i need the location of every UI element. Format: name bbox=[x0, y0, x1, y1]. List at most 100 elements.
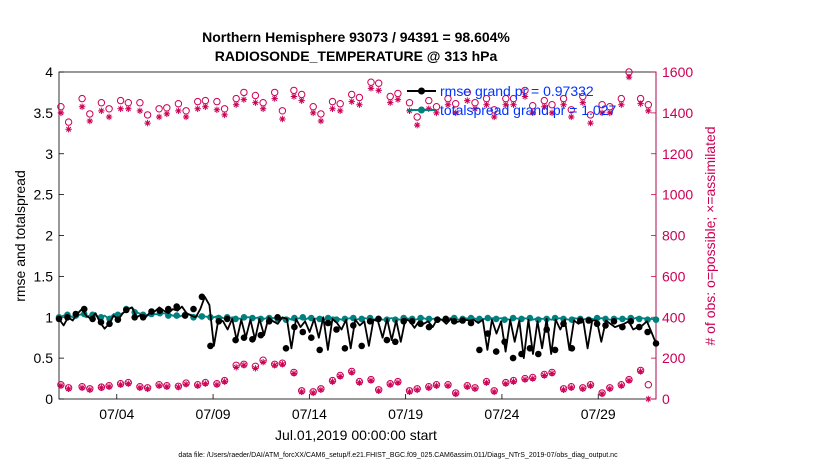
obs-assimilated-marker bbox=[502, 380, 509, 387]
obs-assimilated-marker bbox=[163, 110, 171, 118]
obs-assimilated-marker bbox=[637, 100, 644, 107]
obs-possible-marker bbox=[598, 101, 606, 109]
rmse-marker bbox=[408, 318, 416, 325]
rmse-marker bbox=[501, 338, 508, 346]
obs-possible-marker bbox=[425, 96, 433, 105]
rmse-marker bbox=[114, 316, 122, 324]
x-tick-label: 07/29 bbox=[581, 406, 616, 422]
obs-assimilated-marker bbox=[425, 105, 432, 112]
obs-assimilated-marker bbox=[175, 383, 182, 391]
totalspread-marker bbox=[417, 314, 424, 322]
rmse-marker bbox=[148, 308, 155, 315]
rmse-marker bbox=[593, 320, 601, 328]
rmse-marker bbox=[181, 312, 189, 319]
rmse-marker bbox=[635, 323, 643, 331]
totalspread-marker bbox=[316, 315, 324, 323]
obs-assimilated-marker bbox=[202, 380, 209, 387]
rmse-marker bbox=[350, 322, 357, 329]
rmse-marker bbox=[232, 336, 239, 344]
rmse-marker bbox=[417, 320, 424, 328]
obs-assimilated-marker bbox=[433, 382, 440, 389]
obs-assimilated-marker bbox=[444, 101, 452, 108]
rmse-marker bbox=[610, 318, 618, 325]
obs-assimilated-marker bbox=[155, 113, 163, 121]
obs-assimilated-marker bbox=[464, 97, 471, 104]
obs-possible-marker bbox=[463, 88, 471, 97]
obs-assimilated-marker bbox=[202, 103, 209, 110]
obs-count-series bbox=[57, 68, 652, 403]
obs-assimilated-marker bbox=[279, 361, 286, 368]
obs-assimilated-marker bbox=[625, 73, 633, 81]
obs-assimilated-marker bbox=[155, 382, 163, 389]
obs-assimilated-marker bbox=[98, 384, 105, 391]
obs-assimilated-marker bbox=[491, 388, 498, 396]
obs-assimilated-marker bbox=[387, 381, 394, 388]
rmse-marker bbox=[644, 328, 651, 336]
rmse-marker bbox=[80, 305, 88, 313]
obs-assimilated-marker bbox=[394, 96, 402, 103]
legend-spread-label: totalspread grand pr = 1.027 bbox=[440, 102, 617, 118]
obs-assimilated-marker bbox=[587, 119, 594, 127]
obs-assimilated-marker bbox=[117, 381, 124, 388]
totalspread-marker bbox=[358, 315, 366, 323]
rmse-marker bbox=[652, 340, 660, 347]
rmse-marker bbox=[492, 348, 500, 355]
obs-assimilated-marker bbox=[541, 372, 548, 379]
rmse-marker bbox=[383, 336, 391, 344]
rmse-marker bbox=[316, 346, 324, 354]
rmse-marker bbox=[400, 318, 408, 325]
rmse-marker bbox=[585, 317, 592, 324]
y-tick-label-right: 400 bbox=[662, 309, 686, 325]
obs-assimilated-marker bbox=[175, 107, 182, 115]
obs-possible-marker bbox=[213, 97, 221, 106]
obs-assimilated-marker bbox=[252, 99, 259, 106]
obs-assimilated-marker bbox=[348, 98, 355, 105]
rmse-marker bbox=[434, 316, 441, 324]
obs-assimilated-marker bbox=[618, 101, 625, 108]
obs-assimilated-marker bbox=[317, 117, 325, 125]
rmse-marker bbox=[560, 320, 567, 328]
obs-possible-marker bbox=[97, 99, 106, 107]
obs-possible-marker bbox=[278, 107, 287, 115]
y-tick-label-left: 2.5 bbox=[34, 187, 54, 203]
y-tick-label-left: 3.5 bbox=[34, 105, 54, 121]
y-tick-label-left: 4 bbox=[45, 64, 53, 80]
obs-assimilated-marker bbox=[375, 387, 382, 395]
obs-possible-marker bbox=[567, 106, 575, 114]
totalspread-marker bbox=[484, 314, 492, 322]
rmse-marker bbox=[165, 305, 172, 313]
obs-assimilated-marker bbox=[568, 113, 575, 121]
obs-assimilated-marker bbox=[625, 377, 633, 384]
totalspread-marker bbox=[198, 313, 206, 320]
x-tick-label: 07/09 bbox=[196, 406, 231, 422]
obs-assimilated-marker bbox=[348, 369, 355, 376]
obs-assimilated-marker bbox=[548, 370, 556, 377]
rmse-marker bbox=[198, 293, 206, 301]
obs-possible-marker bbox=[405, 99, 414, 107]
rmse-marker bbox=[526, 345, 534, 352]
obs-possible-marker bbox=[116, 96, 125, 105]
obs-assimilated-marker bbox=[65, 126, 72, 133]
obs-assimilated-marker bbox=[213, 106, 221, 114]
obs-assimilated-marker bbox=[86, 386, 94, 394]
obs-assimilated-marker bbox=[163, 383, 171, 390]
rmse-marker bbox=[442, 315, 450, 323]
legend-rmse-label: rmse grand pr = 0.97332 bbox=[440, 83, 594, 99]
obs-assimilated-marker bbox=[560, 386, 567, 394]
obs-assimilated-marker bbox=[194, 382, 201, 389]
y-tick-label-left: 0 bbox=[45, 391, 53, 407]
obs-assimilated-marker bbox=[521, 93, 529, 100]
obs-assimilated-marker bbox=[65, 385, 72, 392]
obs-assimilated-marker bbox=[637, 368, 644, 375]
obs-assimilated-marker bbox=[406, 388, 413, 396]
y-tick-label-right: 1200 bbox=[662, 146, 693, 162]
totalspread-marker bbox=[173, 312, 180, 319]
rmse-marker bbox=[190, 305, 197, 313]
obs-assimilated-marker bbox=[317, 386, 325, 394]
obs-assimilated-marker bbox=[483, 379, 490, 386]
obs-assimilated-marker bbox=[394, 379, 402, 386]
obs-assimilated-marker bbox=[105, 383, 113, 390]
obs-assimilated-marker bbox=[579, 99, 587, 106]
obs-assimilated-marker bbox=[213, 381, 221, 388]
obs-assimilated-marker bbox=[298, 388, 305, 396]
